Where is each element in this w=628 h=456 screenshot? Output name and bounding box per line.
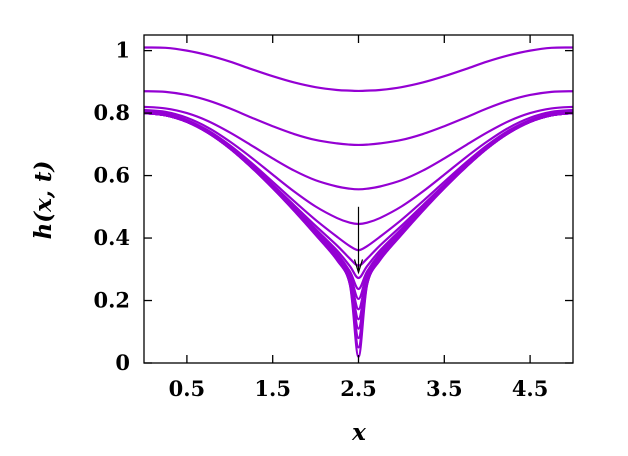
series-line-3 bbox=[143, 105, 574, 191]
y-axis-label: h(x, t) bbox=[30, 161, 57, 240]
arrow-head bbox=[353, 259, 364, 275]
plot-frame bbox=[143, 34, 574, 364]
y-tick-label: 0.4 bbox=[93, 225, 130, 250]
y-tick-label: 0.6 bbox=[93, 163, 130, 188]
x-tick-label: 1.5 bbox=[254, 376, 291, 401]
tick-labels-group: 0.5 1.5 2.5 3.5 4.5 0 0.2 0.4 0.6 0.8 1 bbox=[93, 38, 548, 401]
x-axis-label: x bbox=[351, 419, 366, 446]
y-tick-label: 0 bbox=[115, 350, 130, 375]
annotation-group bbox=[353, 206, 364, 275]
x-tick-label: 4.5 bbox=[512, 376, 549, 401]
y-tick-label: 0.2 bbox=[93, 288, 130, 313]
series-line-1 bbox=[143, 46, 574, 93]
x-tick-label: 3.5 bbox=[426, 376, 463, 401]
series-line-2 bbox=[143, 90, 574, 147]
y-tick-label: 1 bbox=[115, 38, 130, 63]
x-tick-label: 0.5 bbox=[169, 376, 206, 401]
x-tick-label: 2.5 bbox=[340, 376, 377, 401]
ticks-group bbox=[144, 35, 573, 364]
y-tick-label: 0.8 bbox=[93, 100, 130, 125]
curves-group bbox=[143, 46, 574, 358]
